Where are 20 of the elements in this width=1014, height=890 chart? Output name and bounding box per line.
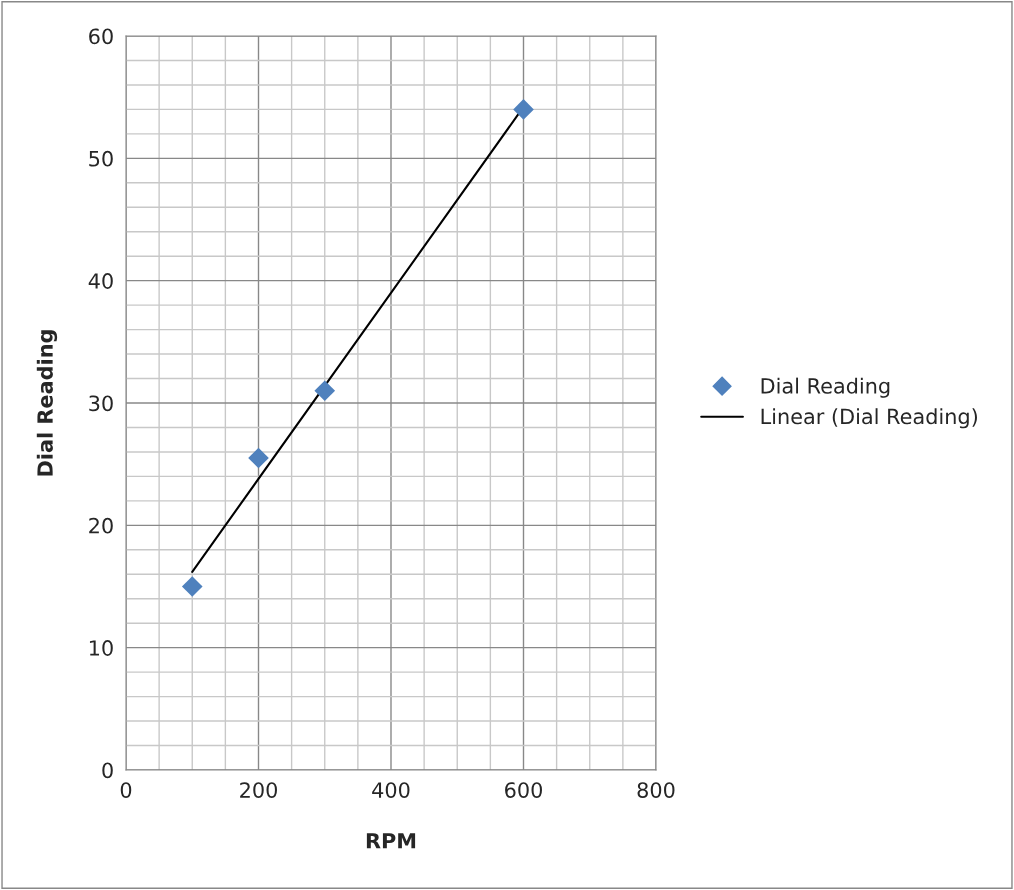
y-tick-label: 20 — [89, 517, 113, 534]
y-tick-label: 30 — [89, 395, 113, 412]
x-axis-title: RPM — [366, 833, 416, 849]
y-tick-label: 0 — [102, 762, 113, 779]
point — [248, 447, 269, 469]
x-tick-label: 600 — [505, 782, 542, 798]
y-tick-label: 40 — [88, 273, 113, 289]
y-tick-label: 10 — [89, 640, 113, 656]
x-tick-label: 800 — [637, 782, 675, 798]
x-tick-label: 400 — [372, 782, 410, 798]
point — [181, 576, 203, 597]
point — [314, 380, 336, 402]
x-tick-label: 0 — [120, 782, 132, 798]
y-axis-title: Dial Reading — [36, 330, 58, 476]
point — [513, 99, 534, 120]
y-tick-label: 60 — [89, 28, 113, 45]
legend-label: Linear (Dial Reading) — [761, 408, 977, 429]
legend-label: Dial Reading — [761, 377, 890, 398]
x-tick-label: 200 — [240, 782, 277, 798]
y-tick-label: 50 — [89, 150, 113, 167]
